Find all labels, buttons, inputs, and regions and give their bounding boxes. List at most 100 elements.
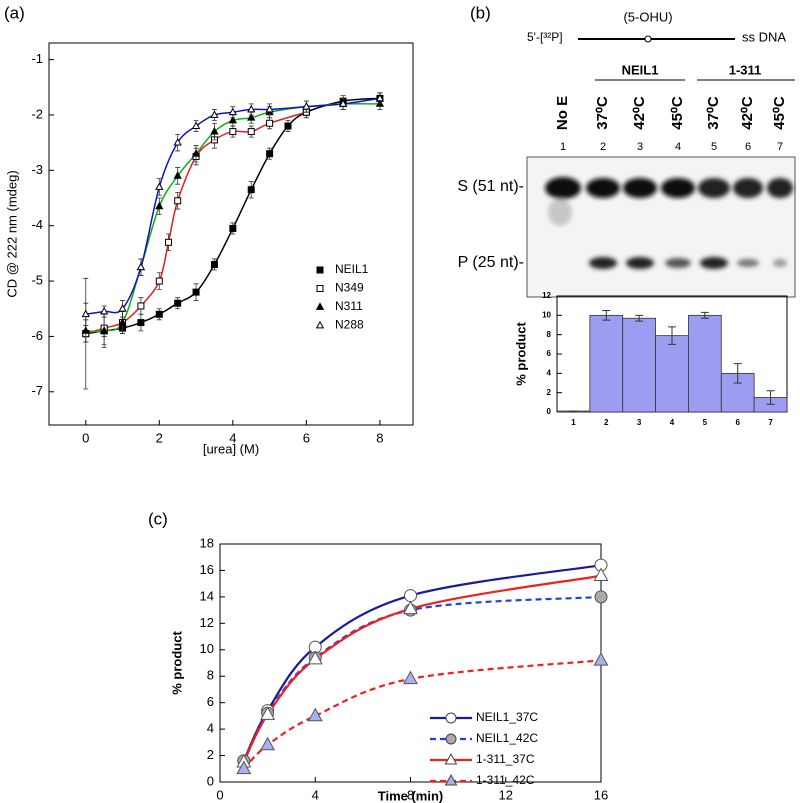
- lane-number: 6: [745, 141, 751, 153]
- marker: [338, 99, 348, 107]
- legend-label: N288: [335, 318, 364, 332]
- lane-number: 4: [675, 141, 681, 153]
- gel-band: [700, 257, 728, 269]
- y-tick-label: 0: [207, 773, 214, 788]
- marker: [593, 567, 609, 582]
- band-label: P (25 nt)-: [458, 254, 524, 271]
- x-axis-label: Time (min): [378, 788, 444, 803]
- gel-smear: [548, 198, 572, 226]
- bar: [655, 335, 689, 413]
- error-bar: [668, 326, 676, 345]
- substrate-label: 5'-[³²P]: [527, 30, 563, 44]
- series-line: [242, 574, 602, 763]
- x-tick-label: 0: [82, 430, 89, 445]
- marker: [228, 107, 237, 116]
- marker: [210, 110, 219, 118]
- marker: [284, 122, 292, 130]
- y-tick-label: -4: [31, 217, 43, 232]
- marker: [137, 319, 145, 327]
- x-tick-label: 12: [499, 787, 513, 802]
- marker: [307, 650, 323, 665]
- lane-number: 1: [560, 141, 566, 153]
- y-tick-label: 8: [207, 668, 214, 683]
- legend-marker: [316, 266, 324, 274]
- y-tick-label: 16: [200, 562, 214, 577]
- gel-band: [545, 177, 581, 199]
- legend-label: 1-311_37C: [476, 752, 535, 766]
- marker: [118, 304, 127, 312]
- marker: [375, 93, 385, 102]
- gel-band: [626, 257, 654, 269]
- legend-label: NEIL1: [335, 262, 369, 276]
- series-line: [242, 595, 602, 762]
- lane-number: 2: [600, 141, 606, 153]
- legend-marker: [315, 302, 325, 310]
- gel-band: [665, 258, 691, 268]
- panel-label: (a): [4, 3, 25, 22]
- gel-band: [773, 259, 787, 267]
- marker: [164, 238, 172, 246]
- gel-band: [733, 178, 763, 198]
- band-label: S (51 nt)-: [457, 178, 524, 195]
- x-tick-label: 6: [735, 418, 740, 427]
- marker: [155, 310, 163, 318]
- lane-label: 45⁰C: [771, 96, 788, 130]
- x-tick-label: 16: [594, 787, 608, 802]
- marker: [137, 302, 145, 310]
- gel-band: [767, 178, 793, 198]
- y-tick-label: -1: [31, 51, 43, 66]
- marker: [173, 171, 182, 179]
- x-tick-label: 2: [156, 430, 163, 445]
- marker: [174, 299, 182, 307]
- y-tick-label: -3: [31, 162, 43, 177]
- bar: [589, 314, 624, 413]
- group-label: NEIL1: [622, 62, 659, 77]
- lane-label: 37⁰C: [594, 96, 611, 130]
- marker: [236, 760, 252, 775]
- marker: [229, 224, 237, 232]
- y-tick-label: 6: [547, 349, 552, 358]
- x-tick-label: 3: [637, 418, 642, 427]
- substrate-label: ss DNA: [742, 29, 786, 44]
- legend-marker: [444, 752, 458, 765]
- lane-label: 42⁰C: [631, 96, 648, 130]
- marker: [210, 126, 219, 135]
- x-tick-label: 2: [604, 418, 609, 427]
- gel-band: [586, 178, 620, 198]
- legend-label: NEIL1_37C: [476, 710, 538, 724]
- lane-number: 3: [637, 141, 643, 153]
- y-tick-label: -5: [31, 272, 43, 287]
- y-tick-label: 2: [207, 747, 214, 762]
- x-tick-label: 5: [703, 418, 708, 427]
- lesion-label: (5-OHU): [623, 9, 672, 24]
- lane-label: 42⁰C: [739, 96, 756, 130]
- plot-frame: [219, 543, 602, 783]
- y-tick-label: 12: [200, 615, 214, 630]
- marker: [247, 113, 256, 121]
- x-tick-label: 4: [670, 418, 675, 427]
- y-axis-label: CD @ 222 nm (mdeg): [4, 170, 19, 297]
- gel-band: [623, 178, 657, 198]
- lane-label: 37⁰C: [705, 96, 722, 130]
- lane-number: 7: [777, 141, 783, 153]
- y-tick-label: -7: [31, 383, 43, 398]
- gel-band: [737, 259, 759, 267]
- y-tick-label: 18: [200, 535, 214, 550]
- error-bar: [602, 310, 611, 321]
- marker: [265, 104, 274, 113]
- y-tick-label: 8: [547, 330, 552, 339]
- legend-marker: [444, 773, 458, 786]
- marker: [155, 182, 164, 190]
- y-tick-label: 4: [547, 368, 552, 377]
- legend-marker: [445, 733, 457, 745]
- y-tick-label: 10: [200, 641, 214, 656]
- y-tick-label: -2: [31, 106, 43, 121]
- legend-label: N311: [335, 299, 363, 313]
- marker: [155, 277, 163, 285]
- marker: [173, 138, 182, 146]
- marker: [403, 600, 418, 615]
- marker: [260, 706, 276, 720]
- legend-marker: [316, 285, 324, 292]
- x-tick-label: 0: [216, 787, 223, 802]
- y-axis-label: % product: [169, 631, 184, 695]
